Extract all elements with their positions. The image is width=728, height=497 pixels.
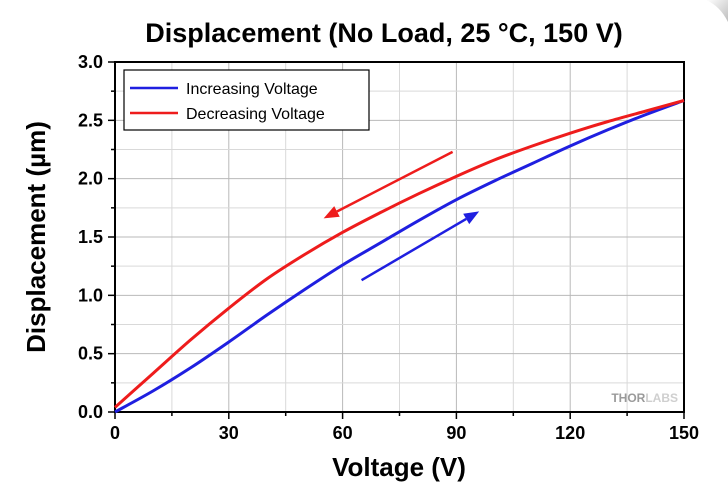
x-tick-label: 150 [669, 423, 699, 443]
annotation-arrows [323, 150, 480, 282]
annotation-arrow-shaft-2 [360, 217, 467, 282]
y-tick-label: 2.0 [78, 169, 103, 189]
x-axis-title: Voltage (V) [332, 452, 466, 482]
y-tick-label: 0.0 [78, 402, 103, 422]
annotation-arrow-shaft-1 [336, 150, 454, 213]
y-tick-label: 0.5 [78, 344, 103, 364]
y-tick-label: 3.0 [78, 52, 103, 72]
axis-ticks [108, 61, 685, 419]
x-tick-label: 120 [555, 423, 585, 443]
x-tick-label: 90 [446, 423, 466, 443]
y-tick-label: 2.5 [78, 110, 103, 130]
x-tick-labels: 0 30 60 90 120 150 [110, 423, 699, 443]
thorlabs-watermark: THORLABS [611, 391, 678, 405]
series-line-decreasing [114, 99, 685, 409]
y-axis-title: Displacement (µm) [21, 121, 51, 353]
y-tick-labels: 0.0 0.5 1.0 1.5 2.0 2.5 3.0 [78, 52, 103, 422]
series-line-increasing [114, 99, 685, 414]
series-layer [114, 99, 685, 414]
annotation-arrow-head-2 [463, 211, 480, 225]
y-tick-label: 1.0 [78, 285, 103, 305]
y-tick-label: 1.5 [78, 227, 103, 247]
chart-title: Displacement (No Load, 25 °C, 150 V) [145, 18, 622, 48]
x-tick-label: 0 [110, 423, 120, 443]
annotation-arrow-head-1 [323, 206, 340, 219]
x-tick-label: 30 [219, 423, 239, 443]
legend-label-increasing: Increasing Voltage [186, 81, 318, 98]
x-tick-label: 60 [333, 423, 353, 443]
page-curl-decoration [706, 0, 728, 22]
legend-label-decreasing: Decreasing Voltage [186, 106, 325, 123]
legend-box [123, 69, 370, 131]
legend: Increasing Voltage Decreasing Voltage [123, 69, 370, 131]
